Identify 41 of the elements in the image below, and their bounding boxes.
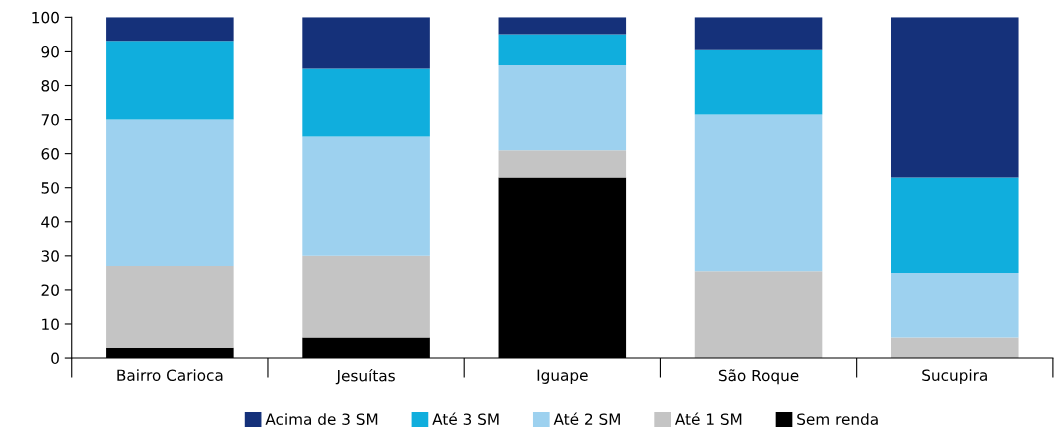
bar (302, 255, 430, 338)
bar (302, 68, 430, 137)
x-tick-label: São Roque (718, 369, 799, 385)
bar (302, 136, 430, 256)
legend-label: Até 3 SM (432, 412, 499, 425)
bar (694, 114, 823, 272)
y-tick-label: 0 (51, 352, 59, 365)
bar (891, 17, 1019, 178)
y-tick-label: 60 (41, 148, 59, 160)
bar (498, 65, 627, 151)
y-tick-label: 90 (41, 45, 59, 58)
bar (694, 49, 823, 115)
x-tick-label: Iguape (537, 369, 588, 384)
bar (106, 119, 234, 267)
x-tick-label: Bairro Carioca (117, 369, 223, 381)
y-tick-label: 100 (32, 11, 59, 24)
bar (694, 17, 823, 50)
bar (106, 41, 234, 120)
y-tick-label: 50 (41, 182, 59, 194)
y-tick-label: 70 (41, 114, 59, 126)
y-tick-label: 40 (41, 216, 59, 228)
y-tick-label: 30 (41, 250, 59, 262)
y-tick-label: 10 (42, 318, 59, 330)
legend-label: Acima de 3 SM (265, 413, 378, 425)
bar (106, 266, 234, 348)
y-tick-label: 80 (41, 79, 59, 92)
x-tick-label: Sucupira (922, 369, 987, 384)
bar (498, 34, 627, 66)
bar (694, 271, 823, 359)
bar (891, 272, 1019, 338)
bar (498, 17, 627, 35)
bar (498, 150, 627, 178)
bar (891, 337, 1019, 359)
bar (891, 177, 1019, 273)
bar (302, 17, 430, 69)
y-tick-label: 20 (41, 284, 59, 296)
legend-label: Até 2 SM (553, 412, 620, 425)
x-tick-label: Jesuítas (335, 369, 395, 385)
bar (106, 17, 234, 42)
legend-label: Até 1 SM (674, 412, 742, 425)
legend-label: Sem renda (797, 413, 878, 425)
